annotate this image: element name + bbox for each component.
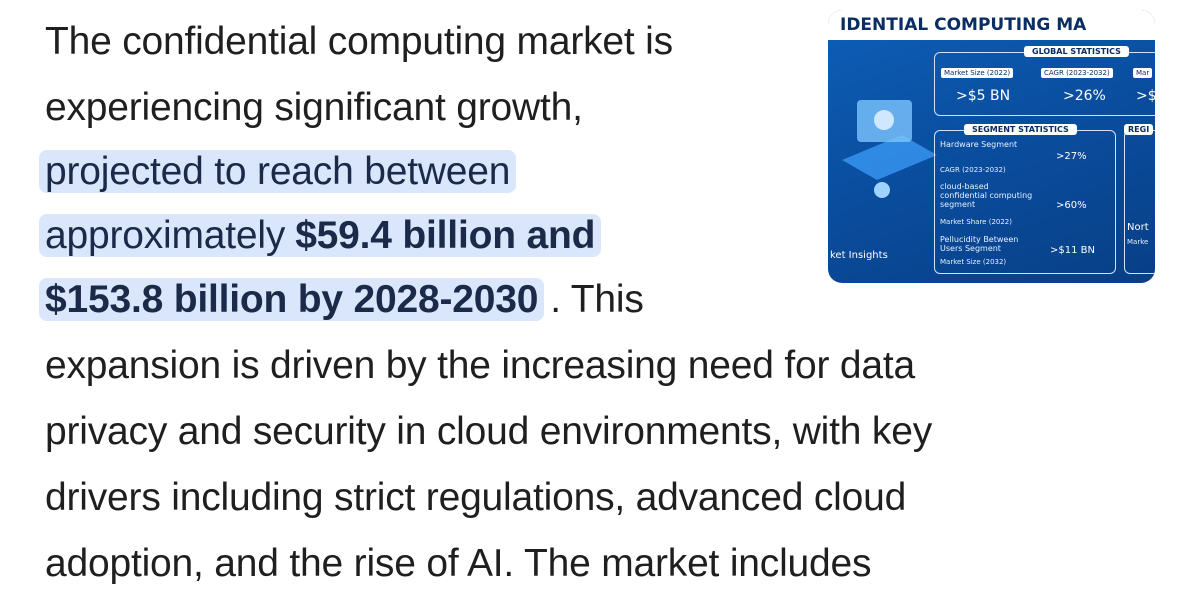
image-thumbnail[interactable]: IDENTIAL COMPUTING MA GLOBAL STATISTICS … (828, 10, 1155, 283)
bold-text: $59.4 billion and (295, 214, 596, 257)
stat-value: >$5 BN (956, 88, 1011, 104)
text: approximately (45, 214, 286, 257)
text-line: adoption, and the rise of AI. The market… (45, 542, 872, 585)
segment-value: >$11 BN (1050, 245, 1095, 256)
stat-value: >$ (1136, 88, 1155, 104)
segment-name: Hardware Segment (940, 140, 1018, 149)
segment-value: >27% (1056, 151, 1087, 162)
text-line: privacy and security in cloud environmen… (45, 410, 933, 453)
region-sub: Marke (1127, 238, 1149, 246)
text-line: approximately $59.4 billion and (39, 208, 602, 264)
segment-metric: Market Size (2032) (940, 258, 1007, 266)
text: . This (550, 278, 644, 321)
text-line: drivers including strict regulations, ad… (45, 476, 907, 519)
stat-value: >26% (1063, 88, 1106, 104)
stat-label: Market Size (2022) (941, 68, 1014, 78)
text-line: projected to reach between (39, 144, 517, 200)
stat-label: Mar (1133, 68, 1153, 78)
segment-metric: CAGR (2023-2032) (940, 166, 1006, 174)
image-title: IDENTIAL COMPUTING MA (828, 10, 1155, 40)
segment-metric: Market Share (2022) (940, 218, 1012, 226)
highlight: projected to reach between (39, 150, 517, 193)
box-heading: REGI (1124, 124, 1154, 135)
highlight: $153.8 billion by 2028-2030 (39, 278, 545, 321)
text-line: $153.8 billion by 2028-2030. This (39, 272, 644, 328)
region-box (1124, 130, 1155, 274)
text-line: The confidential computing market is (45, 20, 673, 63)
brand: ket Insights (830, 250, 888, 261)
text-line: expansion is driven by the increasing ne… (45, 344, 916, 387)
segment-value: >60% (1056, 200, 1087, 211)
segment-name: Pellucidity Between Users Segment (940, 235, 1019, 253)
segment-name: cloud-based confidential computing segme… (940, 182, 1033, 209)
text-line: experiencing significant growth, (45, 86, 583, 129)
global-box (934, 52, 1155, 116)
highlight: approximately $59.4 billion and (39, 214, 602, 257)
stat-label: CAGR (2023-2032) (1041, 68, 1113, 78)
illustration (842, 100, 937, 198)
region-name: Nort (1127, 222, 1149, 233)
box-heading: SEGMENT STATISTICS (964, 124, 1077, 135)
box-heading: GLOBAL STATISTICS (1024, 46, 1129, 57)
